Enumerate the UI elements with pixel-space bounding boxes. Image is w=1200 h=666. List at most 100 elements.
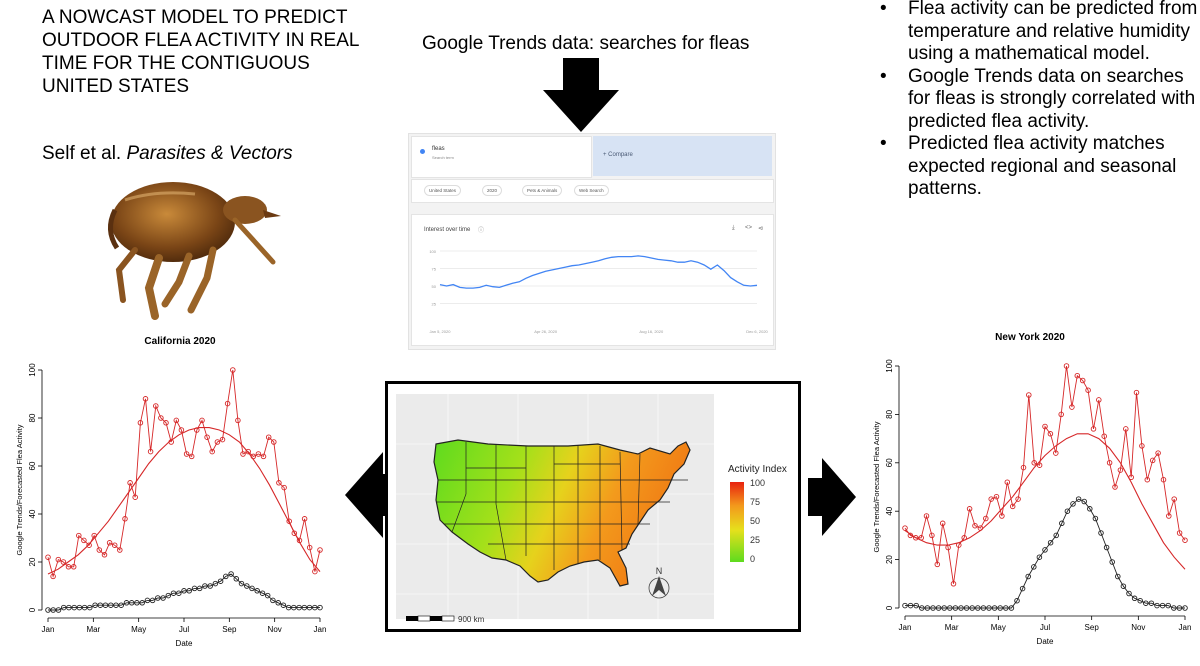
share-icon[interactable]: ⊲ [758, 226, 764, 232]
series-point-2 [1031, 564, 1037, 570]
series-point-0 [127, 480, 133, 486]
y-axis-label: Google Trends/Forecasted Flea Activity [872, 421, 881, 552]
series-point-2 [1109, 559, 1115, 565]
series-point-2 [1059, 520, 1065, 527]
trends-y-tick: 50 [432, 284, 437, 289]
series-point-2 [907, 602, 914, 609]
series-point-2 [306, 604, 313, 611]
x-tick-label: Jan [314, 625, 327, 634]
series-point-0 [1015, 496, 1021, 502]
series-point-0 [1123, 426, 1129, 432]
series-point-2 [202, 583, 208, 589]
series-point-2 [55, 607, 62, 613]
series-point-0 [1042, 423, 1048, 430]
y-tick-label: 100 [885, 359, 894, 373]
series-point-2 [1171, 605, 1177, 611]
citation-journal: Parasites & Vectors [126, 143, 293, 164]
series-point-0 [137, 420, 144, 426]
series-point-2 [134, 600, 140, 606]
series-point-2 [264, 592, 271, 599]
series-point-2 [1003, 605, 1009, 611]
series-point-0 [106, 540, 113, 546]
series-point-0 [173, 417, 180, 424]
series-point-0 [55, 556, 62, 563]
series-point-2 [244, 583, 250, 589]
north-label: N [656, 566, 663, 576]
series-point-2 [160, 595, 166, 601]
interest-over-time-card: Interest over time ⓘ ⤓ <> ⊲ 100 75 50 25 Ja… [411, 214, 774, 346]
series-point-0 [1020, 464, 1027, 471]
filter-category[interactable]: Pets & Animals [522, 185, 563, 196]
help-icon[interactable]: ⓘ [478, 228, 485, 234]
series-point-0 [224, 400, 231, 407]
filter-search-type[interactable]: Web Search [574, 185, 609, 196]
title-line-4: UNITED STATES [42, 76, 190, 97]
series-point-0 [188, 453, 195, 460]
series-point-0 [1117, 467, 1124, 473]
embed-icon[interactable]: <> [745, 225, 753, 231]
series-point-2 [1176, 605, 1183, 611]
series-point-0 [255, 451, 262, 457]
series-point-2 [1036, 554, 1043, 560]
x-axis-label: Date [1037, 637, 1054, 646]
series-point-0 [983, 515, 989, 522]
series-point-2 [280, 602, 287, 608]
series-point-2 [317, 604, 323, 611]
series-point-2 [60, 604, 67, 611]
series-point-0 [147, 448, 154, 455]
y-tick-label: 60 [28, 461, 37, 470]
series-point-0 [1106, 460, 1113, 466]
series-point-0 [245, 448, 251, 455]
series-point-2 [975, 605, 981, 611]
series-point-2 [312, 604, 318, 611]
series-point-2 [170, 590, 177, 596]
series-point-2 [155, 595, 161, 601]
series-point-2 [76, 604, 83, 611]
series-point-0 [76, 532, 82, 539]
state-borders [436, 442, 688, 570]
series-point-2 [92, 602, 98, 608]
series-point-0 [929, 532, 935, 539]
series-point-2 [1025, 573, 1031, 580]
series-point-2 [1081, 498, 1087, 505]
series-point-2 [149, 597, 156, 604]
series-point-2 [285, 604, 292, 611]
series-point-2 [97, 602, 104, 608]
x-tick-label: May [131, 625, 146, 634]
scale-bar: 900 km [406, 615, 485, 624]
series-point-2 [212, 580, 219, 587]
series-point-0 [219, 436, 226, 443]
download-icon[interactable]: ⤓ [732, 225, 735, 231]
series-point-0 [934, 561, 941, 568]
interest-card-title: Interest over time [424, 227, 471, 233]
series-point-2 [233, 576, 240, 582]
series-point-2 [1137, 597, 1143, 604]
series-point-2 [228, 571, 234, 577]
series-point-2 [919, 605, 925, 611]
y-tick-label: 20 [28, 557, 37, 566]
series-point-2 [259, 590, 266, 596]
series-point-0 [86, 542, 92, 548]
california-chart: 0 20 40 60 80 100 Jan Mar May Jul Sep Nov Jan Date Goo… [15, 363, 327, 648]
series-point-0 [271, 439, 277, 445]
series-point-2 [87, 604, 93, 611]
series-point-0 [153, 403, 159, 409]
filter-country[interactable]: United States [424, 185, 462, 196]
series-point-2 [254, 588, 260, 594]
series-point-0 [1155, 450, 1161, 456]
title-line-2: OUTDOOR FLEA ACTIVITY IN REAL [42, 30, 360, 51]
series-point-0 [301, 516, 308, 522]
finding-1: Flea activity can be predicted from temp… [878, 0, 1198, 66]
series-point-2 [296, 604, 302, 611]
y-tick-label: 80 [885, 409, 894, 418]
series-point-0 [1149, 457, 1156, 464]
search-term-label: fleas [432, 146, 445, 152]
series-point-2 [291, 604, 297, 611]
filter-time[interactable]: 2020 [482, 185, 503, 196]
y-tick-label: 20 [885, 555, 894, 564]
x-tick-label: Jan [42, 625, 55, 634]
down-arrow-icon [543, 58, 619, 132]
x-tick-label: Mar [86, 625, 100, 634]
compare-button[interactable]: + Compare [593, 136, 772, 176]
california-chart-title: California 2020 [144, 336, 216, 347]
